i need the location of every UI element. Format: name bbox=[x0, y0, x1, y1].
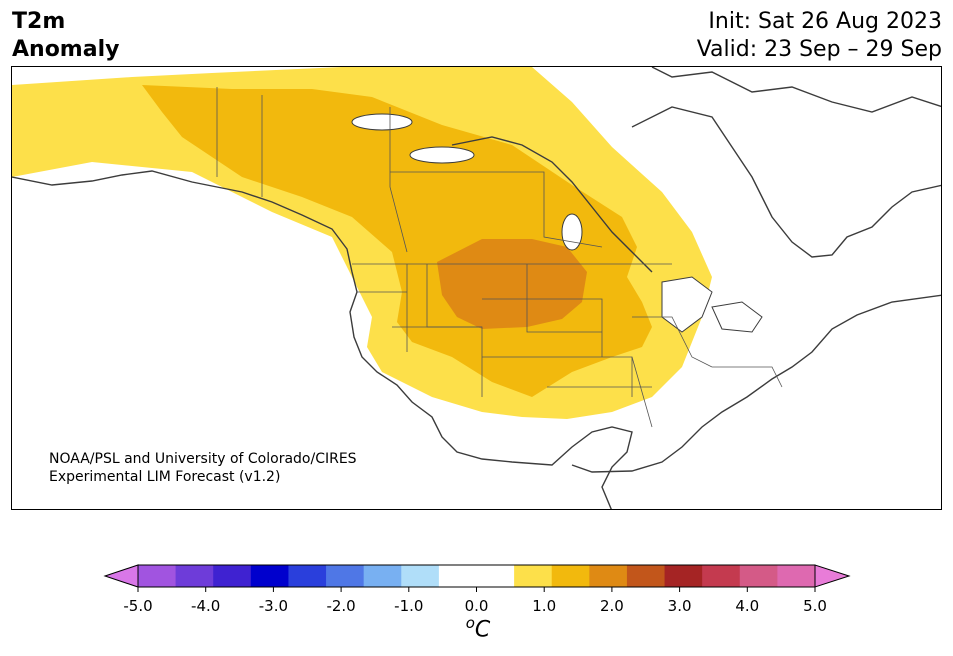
valid-range: Valid: 23 Sep – 29 Sep bbox=[696, 37, 942, 62]
colorbar-cell bbox=[476, 565, 515, 587]
unit-letter: C bbox=[474, 617, 491, 643]
init-date: Init: Sat 26 Aug 2023 bbox=[708, 9, 942, 34]
title-line-2: Anomaly bbox=[12, 37, 120, 62]
colorbar-tick-label: -1.0 bbox=[394, 597, 424, 615]
colorbar-cell bbox=[175, 565, 214, 587]
map-canvas bbox=[12, 67, 941, 509]
map-title: T2m Anomaly bbox=[12, 8, 119, 64]
colorbar-cells bbox=[138, 565, 816, 587]
colorbar-cell bbox=[664, 565, 703, 587]
colorbar-cell bbox=[777, 565, 816, 587]
colorbar-tick-label: 4.0 bbox=[735, 597, 760, 615]
colorbar-tick-label: 2.0 bbox=[599, 597, 624, 615]
colorbar-right-extend bbox=[814, 564, 851, 588]
colorbar-cell bbox=[363, 565, 402, 587]
great-lakes bbox=[351, 113, 763, 333]
colorbar-tick-label: 0.0 bbox=[464, 597, 489, 615]
colorbar-cell bbox=[702, 565, 741, 587]
coastlines bbox=[12, 67, 941, 509]
colorbar-tick-label: -3.0 bbox=[258, 597, 289, 615]
colorbar-tick-label: -5.0 bbox=[123, 597, 153, 615]
colorbar-cell bbox=[514, 565, 553, 587]
colorbar-cell bbox=[438, 565, 477, 587]
credit-line-1: NOAA/PSL and University of Colorado/CIRE… bbox=[49, 451, 357, 467]
colorbar-cell bbox=[213, 565, 252, 587]
colorbar-cell bbox=[551, 565, 590, 587]
colorbar-cell bbox=[739, 565, 778, 587]
colorbar-cell bbox=[250, 565, 289, 587]
colorbar-unit: oC bbox=[466, 614, 491, 642]
colorbar-tick-label: 5.0 bbox=[803, 597, 827, 615]
political-borders bbox=[216, 87, 783, 428]
anomaly-map: NOAA/PSL and University of Colorado/CIRE… bbox=[11, 66, 942, 510]
colorbar-cell bbox=[138, 565, 177, 587]
colorbar-tick-label: -4.0 bbox=[191, 597, 221, 615]
forecast-credit: NOAA/PSL and University of Colorado/CIRE… bbox=[49, 450, 357, 486]
colorbar-cell bbox=[288, 565, 327, 587]
colorbar-tick-label: -2.0 bbox=[326, 597, 356, 615]
colorbar-left-extend bbox=[103, 564, 139, 588]
colorbar-cell bbox=[626, 565, 666, 587]
colorbar-cell bbox=[589, 565, 628, 587]
credit-line-2: Experimental LIM Forecast (v1.2) bbox=[49, 469, 281, 485]
title-line-1: T2m bbox=[12, 9, 66, 34]
colorbar-cell bbox=[326, 565, 365, 587]
colorbar-tick-label: 3.0 bbox=[667, 597, 692, 615]
forecast-dates: Init: Sat 26 Aug 2023 Valid: 23 Sep – 29… bbox=[697, 8, 942, 64]
anomaly-region-high bbox=[437, 239, 587, 329]
colorbar-cell bbox=[401, 565, 440, 587]
colorbar-tick-marks bbox=[137, 587, 816, 592]
degree-sup: o bbox=[465, 614, 475, 632]
colorbar-tick-label: 1.0 bbox=[532, 597, 557, 615]
